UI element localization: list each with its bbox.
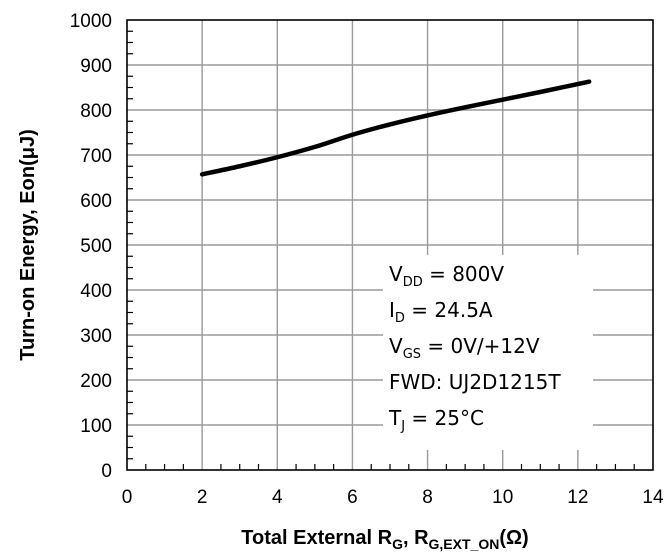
annotation-fwd: FWD: UJ2D1215T — [389, 370, 561, 394]
y-tick-label: 1000 — [70, 11, 112, 32]
x-tick-label: 10 — [492, 487, 513, 508]
y-tick-label: 500 — [80, 236, 112, 257]
y-tick-label: 100 — [80, 416, 112, 437]
minor-ticks — [127, 30, 635, 470]
y-tick-label: 300 — [80, 326, 112, 347]
plot-frame — [126, 19, 654, 471]
x-tick-label: 4 — [272, 487, 283, 508]
eon-series-line — [199, 79, 592, 177]
y-tick-label: 400 — [80, 281, 112, 302]
annotation-vgs: VGS = 0V/+12V — [389, 334, 540, 362]
y-axis-title: Turn-on Energy, Eon(μJ) — [17, 129, 39, 360]
x-tick-label: 2 — [197, 487, 208, 508]
y-tick-label: 200 — [80, 371, 112, 392]
annotation-vdd: VDD = 800V — [389, 262, 504, 290]
series-layer — [199, 79, 592, 177]
x-tick-label: 14 — [642, 487, 664, 508]
x-tick-label: 6 — [347, 487, 358, 508]
annotation-tj: TJ = 25°C — [388, 406, 484, 434]
annotation-background — [383, 255, 593, 450]
y-tick-label: 800 — [80, 101, 112, 122]
annotation-id: ID = 24.5A — [389, 298, 493, 326]
grid-lines — [127, 20, 653, 470]
x-tick-label: 8 — [422, 487, 433, 508]
x-tick-labels: 0 2 4 6 8 10 12 14 — [122, 487, 664, 508]
x-axis-title: Total External RG, RG,EXT_ON(Ω) — [241, 527, 528, 552]
y-tick-label: 600 — [80, 191, 112, 212]
y-tick-label: 0 — [101, 461, 112, 482]
x-tick-label: 0 — [122, 487, 133, 508]
y-tick-labels: 0 100 200 300 400 500 600 700 800 900 1000 — [70, 11, 112, 482]
x-tick-label: 12 — [567, 487, 588, 508]
y-tick-label: 900 — [80, 56, 112, 77]
y-tick-label: 700 — [80, 146, 112, 167]
